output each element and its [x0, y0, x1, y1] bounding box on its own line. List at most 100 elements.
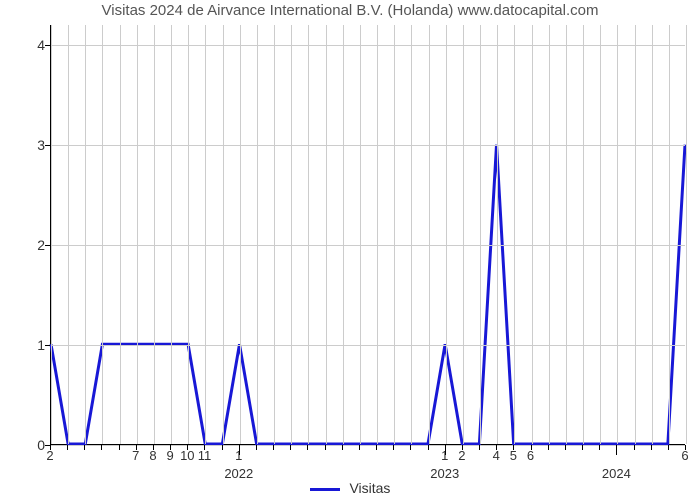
gridline-v: [583, 25, 584, 444]
x-year-label: 2022: [224, 466, 253, 481]
x-year-tick-mark: [445, 445, 446, 455]
gridline-v: [205, 25, 206, 444]
gridline-h: [51, 345, 685, 346]
gridline-v: [120, 25, 121, 444]
gridline-v: [514, 25, 515, 444]
gridline-v: [686, 25, 687, 444]
x-year-label: 2024: [602, 466, 631, 481]
y-tick-label: 0: [5, 437, 45, 453]
y-tick-mark: [45, 145, 50, 146]
x-tick-label: 10: [180, 448, 194, 463]
x-tick-mark-minor: [410, 445, 411, 450]
gridline-v: [532, 25, 533, 444]
plot-area: [50, 25, 685, 445]
gridline-v: [360, 25, 361, 444]
gridline-v: [291, 25, 292, 444]
x-tick-mark-minor: [307, 445, 308, 450]
legend: Visitas: [0, 480, 700, 496]
y-tick-mark: [45, 345, 50, 346]
gridline-v: [377, 25, 378, 444]
y-tick-mark: [45, 45, 50, 46]
x-tick-mark: [187, 445, 188, 450]
gridline-v: [549, 25, 550, 444]
gridline-v: [223, 25, 224, 444]
x-tick-label: 4: [493, 448, 500, 463]
x-year-tick-mark: [239, 445, 240, 455]
y-tick-label: 1: [5, 337, 45, 353]
x-tick-label: 5: [510, 448, 517, 463]
gridline-v: [68, 25, 69, 444]
x-tick-mark: [50, 445, 51, 450]
gridline-v: [308, 25, 309, 444]
y-tick-mark: [45, 245, 50, 246]
x-tick-mark: [153, 445, 154, 450]
gridline-v: [463, 25, 464, 444]
chart-title: Visitas 2024 de Airvance International B…: [0, 2, 700, 19]
gridline-v: [171, 25, 172, 444]
gridline-v: [240, 25, 241, 444]
x-tick-mark-minor: [342, 445, 343, 450]
x-tick-label: 8: [149, 448, 156, 463]
gridline-v: [394, 25, 395, 444]
gridline-h: [51, 245, 685, 246]
legend-swatch: [310, 488, 340, 491]
x-tick-mark-minor: [428, 445, 429, 450]
gridline-v: [188, 25, 189, 444]
gridline-v: [343, 25, 344, 444]
x-tick-mark: [136, 445, 137, 450]
x-tick-label: 6: [527, 448, 534, 463]
gridline-v: [51, 25, 52, 444]
x-tick-mark-minor: [256, 445, 257, 450]
visits-chart: Visitas 2024 de Airvance International B…: [0, 0, 700, 500]
x-tick-label: 2: [46, 448, 53, 463]
x-tick-mark-minor: [651, 445, 652, 450]
x-tick-mark-minor: [84, 445, 85, 450]
gridline-v: [411, 25, 412, 444]
legend-label: Visitas: [349, 480, 390, 496]
x-tick-mark: [204, 445, 205, 450]
x-tick-mark: [531, 445, 532, 450]
gridline-v: [85, 25, 86, 444]
gridline-v: [429, 25, 430, 444]
x-tick-label: 9: [167, 448, 174, 463]
x-tick-mark-minor: [668, 445, 669, 450]
x-tick-mark: [170, 445, 171, 450]
x-tick-mark-minor: [222, 445, 223, 450]
x-tick-mark-minor: [393, 445, 394, 450]
x-tick-mark-minor: [599, 445, 600, 450]
x-tick-label: 6: [681, 448, 688, 463]
x-tick-mark-minor: [376, 445, 377, 450]
gridline-v: [102, 25, 103, 444]
line-series-visitas: [51, 25, 685, 444]
x-tick-mark-minor: [479, 445, 480, 450]
x-tick-mark: [685, 445, 686, 450]
gridline-v: [480, 25, 481, 444]
y-tick-label: 2: [5, 237, 45, 253]
gridline-v: [154, 25, 155, 444]
gridline-v: [669, 25, 670, 444]
gridline-v: [257, 25, 258, 444]
x-tick-mark-minor: [290, 445, 291, 450]
x-year-label: 2023: [430, 466, 459, 481]
x-tick-mark: [462, 445, 463, 450]
x-tick-label: 2: [458, 448, 465, 463]
x-tick-label: 7: [132, 448, 139, 463]
gridline-h: [51, 45, 685, 46]
x-tick-mark-minor: [325, 445, 326, 450]
y-tick-label: 3: [5, 137, 45, 153]
x-tick-mark-minor: [119, 445, 120, 450]
gridline-v: [137, 25, 138, 444]
gridline-v: [497, 25, 498, 444]
gridline-v: [600, 25, 601, 444]
x-tick-mark-minor: [565, 445, 566, 450]
gridline-v: [326, 25, 327, 444]
x-year-tick-mark: [616, 445, 617, 455]
x-tick-mark-minor: [582, 445, 583, 450]
x-tick-mark-minor: [359, 445, 360, 450]
x-tick-label: 11: [198, 448, 212, 463]
x-tick-mark: [496, 445, 497, 450]
gridline-v: [274, 25, 275, 444]
x-tick-mark-minor: [273, 445, 274, 450]
gridline-h: [51, 145, 685, 146]
x-tick-mark-minor: [101, 445, 102, 450]
